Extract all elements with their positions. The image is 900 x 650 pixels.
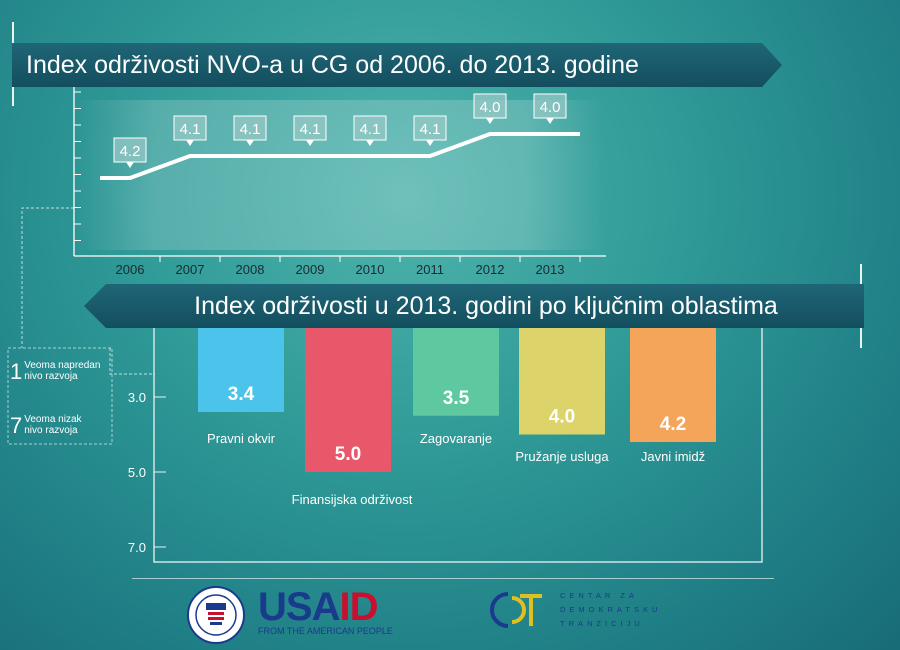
line-value-label: 4.1: [360, 121, 381, 138]
bar-value-label: 4.0: [549, 407, 575, 428]
line-chart-title: Index održivosti NVO-a u CG od 2006. do …: [12, 43, 782, 87]
bar-value-label: 5.0: [335, 444, 361, 465]
cdt-line-1: CENTAR ZA: [560, 591, 638, 600]
legend-bottom-line2: nivo razvoja: [24, 425, 78, 436]
callout-box: [413, 115, 447, 141]
line-value-labels: 4.2 4.1 4.1 4.1 4.1 4.1 4.0 4.0: [113, 93, 567, 168]
callout-pointer: [366, 140, 374, 146]
legend-top-line2: nivo razvoja: [24, 371, 78, 382]
x-tick-label: 2007: [176, 262, 205, 277]
usaid-logo-id: ID: [339, 585, 378, 629]
bars: 3.4 5.0 3.5 4.0 4.2: [198, 322, 716, 472]
line-series: [100, 132, 580, 180]
line-value-label: 4.0: [540, 99, 561, 116]
bar-category-labels: Pravni okvir Finansijska održivost Zagovar…: [207, 431, 705, 507]
usaid-logo-usa: USA: [258, 585, 340, 629]
bar: [305, 322, 391, 472]
y-tick-label: 5.0: [128, 465, 146, 480]
cdt-logo-icon: [490, 592, 542, 628]
x-tick-label: 2012: [476, 262, 505, 277]
line-value-label: 4.1: [420, 121, 441, 138]
legend-top: 1 Veoma napredan nivo razvoja: [10, 360, 110, 384]
callout-pointer: [546, 118, 554, 124]
bar-category-label: Zagovaranje: [420, 431, 492, 446]
y-tick-label: 3.0: [128, 390, 146, 405]
line-point-callout: 4.1: [413, 115, 447, 146]
line-chart-x-ticks: 2006 2007 2008 2009 2010 2011 2012 2013: [116, 256, 581, 277]
callout-pointer: [486, 118, 494, 124]
line-value-label: 4.0: [480, 99, 501, 116]
cdt-line-2: DEMOKRATSKU: [560, 605, 662, 614]
bar-chart-title: Index održivosti u 2013. godini po ključ…: [84, 284, 864, 328]
line-value-label: 4.1: [180, 121, 201, 138]
callout-box: [173, 115, 207, 141]
line-point-callout: 4.1: [173, 115, 207, 146]
line-point-callout: 4.1: [233, 115, 267, 146]
bar-value-label: 4.2: [660, 414, 686, 435]
usaid-logo: USAID: [258, 585, 378, 629]
cdt-line-3: TRANZICIJU: [560, 619, 644, 628]
bar: [630, 322, 716, 442]
legend-bottom: 7 Veoma nizak nivo razvoja: [10, 414, 110, 438]
line-value-label: 4.2: [120, 143, 141, 160]
x-tick-label: 2006: [116, 262, 145, 277]
legend-top-number: 1: [10, 359, 23, 384]
callout-pointer: [246, 140, 254, 146]
usaid-tagline: FROM THE AMERICAN PEOPLE: [258, 626, 393, 636]
line-point-callout: 4.2: [113, 137, 147, 168]
legend-bottom-number: 7: [10, 413, 23, 438]
callout-box: [353, 115, 387, 141]
callout-pointer: [426, 140, 434, 146]
x-tick-label: 2009: [296, 262, 325, 277]
bar-value-label: 3.5: [443, 388, 470, 409]
footer-divider: [132, 578, 774, 579]
line-point-callout: 4.1: [353, 115, 387, 146]
bar-category-label: Pružanje usluga: [515, 449, 609, 464]
x-tick-label: 2010: [356, 262, 385, 277]
line-value-label: 4.1: [300, 121, 321, 138]
line-point-callout: 4.1: [293, 115, 327, 146]
line-point-callout: 4.0: [473, 93, 507, 124]
callout-box: [293, 115, 327, 141]
x-tick-label: 2011: [416, 262, 444, 277]
line-point-callout: 4.0: [533, 93, 567, 124]
bar: [413, 322, 499, 416]
bar: [519, 322, 605, 435]
legend-top-line1: Veoma napredan: [24, 360, 101, 371]
bar-category-label: Pravni okvir: [207, 431, 276, 446]
callout-pointer: [306, 140, 314, 146]
callout-box: [113, 137, 147, 163]
bar-value-label: 3.4: [228, 384, 255, 405]
y-tick-label: 7.0: [128, 540, 146, 555]
legend-bottom-line1: Veoma nizak: [24, 414, 82, 425]
x-tick-label: 2008: [236, 262, 265, 277]
bar-category-label: Javni imidž: [641, 449, 705, 464]
line-value-label: 4.1: [240, 121, 261, 138]
usaid-seal-icon: [187, 586, 245, 644]
x-tick-label: 2013: [536, 262, 565, 277]
callout-pointer: [126, 162, 134, 168]
callout-pointer: [186, 140, 194, 146]
bar: [198, 322, 284, 412]
bar-category-label: Finansijska održivost: [292, 492, 413, 507]
line-chart-y-ticks: [74, 91, 81, 241]
